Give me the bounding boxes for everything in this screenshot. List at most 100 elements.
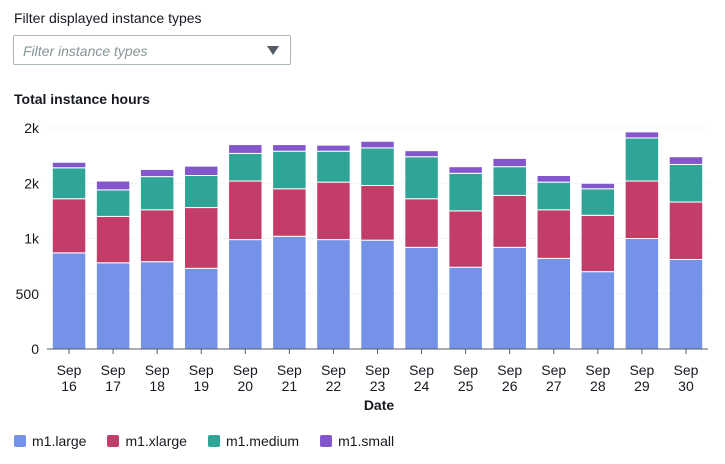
legend-label: m1.medium xyxy=(225,433,300,449)
x-tick-label: Sep 19 xyxy=(189,362,214,394)
x-tick-label: Sep 23 xyxy=(365,362,390,394)
bar-m1-medium[interactable] xyxy=(272,150,307,190)
x-tick-label: Sep 24 xyxy=(409,362,434,394)
x-axis-label: Date xyxy=(364,397,395,413)
legend-label: m1.xlarge xyxy=(125,433,187,449)
x-tick-label: Sep 27 xyxy=(541,362,566,394)
bar-m1-large[interactable] xyxy=(448,266,483,350)
instance-type-filter-select[interactable]: Filter instance types xyxy=(13,35,291,65)
bar-m1-large[interactable] xyxy=(404,246,439,350)
bar-m1-large[interactable] xyxy=(536,257,572,350)
caret-down-icon[interactable] xyxy=(267,46,279,55)
bar-m1-small[interactable] xyxy=(624,131,660,139)
bar-m1-xlarge[interactable] xyxy=(448,210,483,268)
bar-m1-small[interactable] xyxy=(580,182,616,190)
bar-m1-small[interactable] xyxy=(404,150,439,158)
bar-m1-small[interactable] xyxy=(51,161,87,169)
bar-m1-small[interactable] xyxy=(448,166,483,174)
bar-m1-xlarge[interactable] xyxy=(668,201,704,260)
legend-item-m1-small[interactable]: m1.small xyxy=(320,433,394,449)
legend-swatch xyxy=(207,435,220,447)
y-tick-label: 2k xyxy=(24,175,40,191)
x-tick-label: Sep 28 xyxy=(585,362,610,394)
bar-m1-xlarge[interactable] xyxy=(404,198,439,248)
axes: 0 500 1k 2k 2k Sep 16 Sep 17 Sep 18 Sep 19 Sep 20 Sep 21… xyxy=(16,120,708,394)
x-tick-label: Sep 17 xyxy=(101,362,126,394)
bar-m1-small[interactable] xyxy=(95,180,131,191)
bar-m1-xlarge[interactable] xyxy=(139,209,175,263)
bar-m1-xlarge[interactable] xyxy=(360,184,395,241)
bar-m1-small[interactable] xyxy=(228,144,263,154)
y-tick-label: 1k xyxy=(24,231,40,247)
x-tick-label: Sep 26 xyxy=(497,362,522,394)
instance-hours-chart: 0 500 1k 2k 2k Sep 16 Sep 17 Sep 18 Sep 19 Sep 20 Sep 21… xyxy=(16,120,708,413)
bar-m1-small[interactable] xyxy=(536,175,572,183)
bar-m1-small[interactable] xyxy=(316,144,351,152)
legend-label: m1.small xyxy=(338,433,395,449)
bar-m1-large[interactable] xyxy=(183,267,219,350)
bar-m1-large[interactable] xyxy=(624,238,660,350)
x-tick-label: Sep 22 xyxy=(321,362,346,394)
bar-m1-xlarge[interactable] xyxy=(316,181,351,241)
filter-placeholder: Filter instance types xyxy=(23,43,148,59)
bar-m1-large[interactable] xyxy=(580,271,616,350)
bar-m1-xlarge[interactable] xyxy=(228,180,263,241)
legend-item-m1-large[interactable]: m1.large xyxy=(14,433,86,449)
bar-m1-medium[interactable] xyxy=(668,163,704,203)
bars xyxy=(51,131,704,350)
bar-m1-small[interactable] xyxy=(360,140,395,149)
legend: m1.large m1.xlarge m1.medium m1.small xyxy=(14,433,415,449)
bar-m1-medium[interactable] xyxy=(183,175,219,209)
bar-m1-large[interactable] xyxy=(139,261,175,350)
bar-m1-large[interactable] xyxy=(272,235,307,350)
bar-m1-medium[interactable] xyxy=(580,188,616,216)
bar-m1-medium[interactable] xyxy=(624,137,660,182)
bar-m1-medium[interactable] xyxy=(316,150,351,183)
bar-m1-medium[interactable] xyxy=(139,176,175,211)
bar-m1-medium[interactable] xyxy=(448,172,483,212)
x-tick-label: Sep 30 xyxy=(674,362,699,394)
x-tick-label: Sep 20 xyxy=(233,362,258,394)
legend-item-m1-xlarge[interactable]: m1.xlarge xyxy=(107,433,187,449)
bar-m1-xlarge[interactable] xyxy=(536,209,572,259)
bar-m1-xlarge[interactable] xyxy=(51,198,87,254)
bar-m1-xlarge[interactable] xyxy=(624,180,660,239)
legend-swatch xyxy=(107,435,120,447)
bar-m1-large[interactable] xyxy=(95,262,131,350)
filter-label: Filter displayed instance types xyxy=(14,10,202,26)
bar-m1-small[interactable] xyxy=(272,144,307,152)
bar-m1-medium[interactable] xyxy=(492,166,527,196)
bar-m1-large[interactable] xyxy=(51,252,87,350)
bar-m1-medium[interactable] xyxy=(404,156,439,200)
bar-m1-small[interactable] xyxy=(183,165,219,177)
x-tick-label: Sep 21 xyxy=(277,362,302,394)
legend-label: m1.large xyxy=(32,433,87,449)
bar-m1-medium[interactable] xyxy=(360,147,395,186)
x-tick-label: Sep 18 xyxy=(145,362,170,394)
x-tick-label: Sep 16 xyxy=(57,362,82,394)
bar-m1-small[interactable] xyxy=(668,156,704,165)
bar-m1-large[interactable] xyxy=(316,239,351,350)
bar-m1-xlarge[interactable] xyxy=(580,214,616,273)
bar-m1-large[interactable] xyxy=(360,239,395,350)
bar-m1-medium[interactable] xyxy=(536,181,572,211)
bar-m1-xlarge[interactable] xyxy=(272,188,307,237)
legend-swatch xyxy=(320,435,333,447)
legend-item-m1-medium[interactable]: m1.medium xyxy=(207,433,300,449)
bar-m1-large[interactable] xyxy=(492,246,527,350)
x-tick-label: Sep 29 xyxy=(629,362,654,394)
y-tick-label: 2k xyxy=(24,120,40,136)
bar-m1-large[interactable] xyxy=(668,258,704,350)
bar-m1-large[interactable] xyxy=(228,239,263,350)
bar-m1-xlarge[interactable] xyxy=(95,215,131,264)
bar-m1-medium[interactable] xyxy=(95,189,131,217)
bar-m1-small[interactable] xyxy=(139,168,175,178)
bar-m1-medium[interactable] xyxy=(51,167,87,200)
legend-swatch xyxy=(14,435,26,447)
x-tick-label: Sep 25 xyxy=(453,362,478,394)
bar-m1-xlarge[interactable] xyxy=(183,207,219,269)
bar-m1-xlarge[interactable] xyxy=(492,194,527,248)
bar-m1-small[interactable] xyxy=(492,157,527,168)
bar-m1-medium[interactable] xyxy=(228,152,263,182)
chart-title: Total instance hours xyxy=(14,91,150,107)
